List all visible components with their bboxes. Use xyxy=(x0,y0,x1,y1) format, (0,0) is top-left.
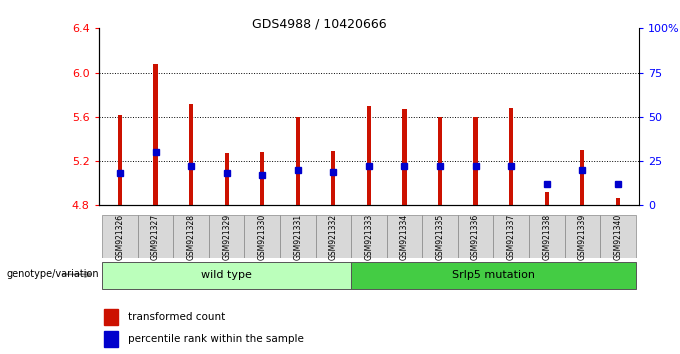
Text: GSM921336: GSM921336 xyxy=(471,213,480,260)
Bar xyxy=(367,106,371,205)
Bar xyxy=(138,215,173,258)
Bar xyxy=(545,192,549,205)
Bar xyxy=(244,215,280,258)
Text: GSM921333: GSM921333 xyxy=(364,213,373,260)
Bar xyxy=(509,108,513,205)
Bar xyxy=(173,215,209,258)
Bar xyxy=(224,153,228,205)
Text: GSM921334: GSM921334 xyxy=(400,213,409,260)
Text: GSM921331: GSM921331 xyxy=(293,213,303,260)
Text: GSM921338: GSM921338 xyxy=(542,213,551,260)
Bar xyxy=(473,117,478,205)
Bar xyxy=(580,150,584,205)
Bar xyxy=(564,215,600,258)
Bar xyxy=(351,215,387,258)
Text: GSM921332: GSM921332 xyxy=(329,213,338,260)
Bar xyxy=(102,262,351,289)
Bar xyxy=(600,215,636,258)
Bar xyxy=(280,215,316,258)
Bar xyxy=(104,331,118,347)
Bar xyxy=(189,103,193,205)
Bar xyxy=(494,215,529,258)
Bar xyxy=(209,215,244,258)
Text: GSM921340: GSM921340 xyxy=(613,213,622,260)
Text: wild type: wild type xyxy=(201,270,252,280)
Text: GSM921329: GSM921329 xyxy=(222,213,231,260)
Text: GSM921337: GSM921337 xyxy=(507,213,515,260)
Bar xyxy=(387,215,422,258)
Bar xyxy=(260,152,265,205)
Text: GSM921335: GSM921335 xyxy=(435,213,445,260)
Bar xyxy=(316,215,351,258)
Bar xyxy=(351,262,636,289)
Text: GSM921327: GSM921327 xyxy=(151,213,160,260)
Bar xyxy=(118,115,122,205)
Text: percentile rank within the sample: percentile rank within the sample xyxy=(129,334,304,344)
Text: GDS4988 / 10420666: GDS4988 / 10420666 xyxy=(252,18,387,31)
Text: Srlp5 mutation: Srlp5 mutation xyxy=(452,270,535,280)
Text: genotype/variation: genotype/variation xyxy=(7,269,99,279)
Text: GSM921339: GSM921339 xyxy=(578,213,587,260)
Bar xyxy=(615,198,620,205)
Bar xyxy=(296,117,300,205)
Bar xyxy=(154,64,158,205)
Text: GSM921328: GSM921328 xyxy=(186,213,196,259)
Bar xyxy=(422,215,458,258)
Bar xyxy=(529,215,564,258)
Bar xyxy=(331,151,335,205)
Bar xyxy=(438,117,442,205)
Text: transformed count: transformed count xyxy=(129,312,226,322)
Bar xyxy=(458,215,494,258)
Bar xyxy=(403,109,407,205)
Text: GSM921326: GSM921326 xyxy=(116,213,124,260)
Bar xyxy=(104,309,118,325)
Bar xyxy=(102,215,138,258)
Text: GSM921330: GSM921330 xyxy=(258,213,267,260)
